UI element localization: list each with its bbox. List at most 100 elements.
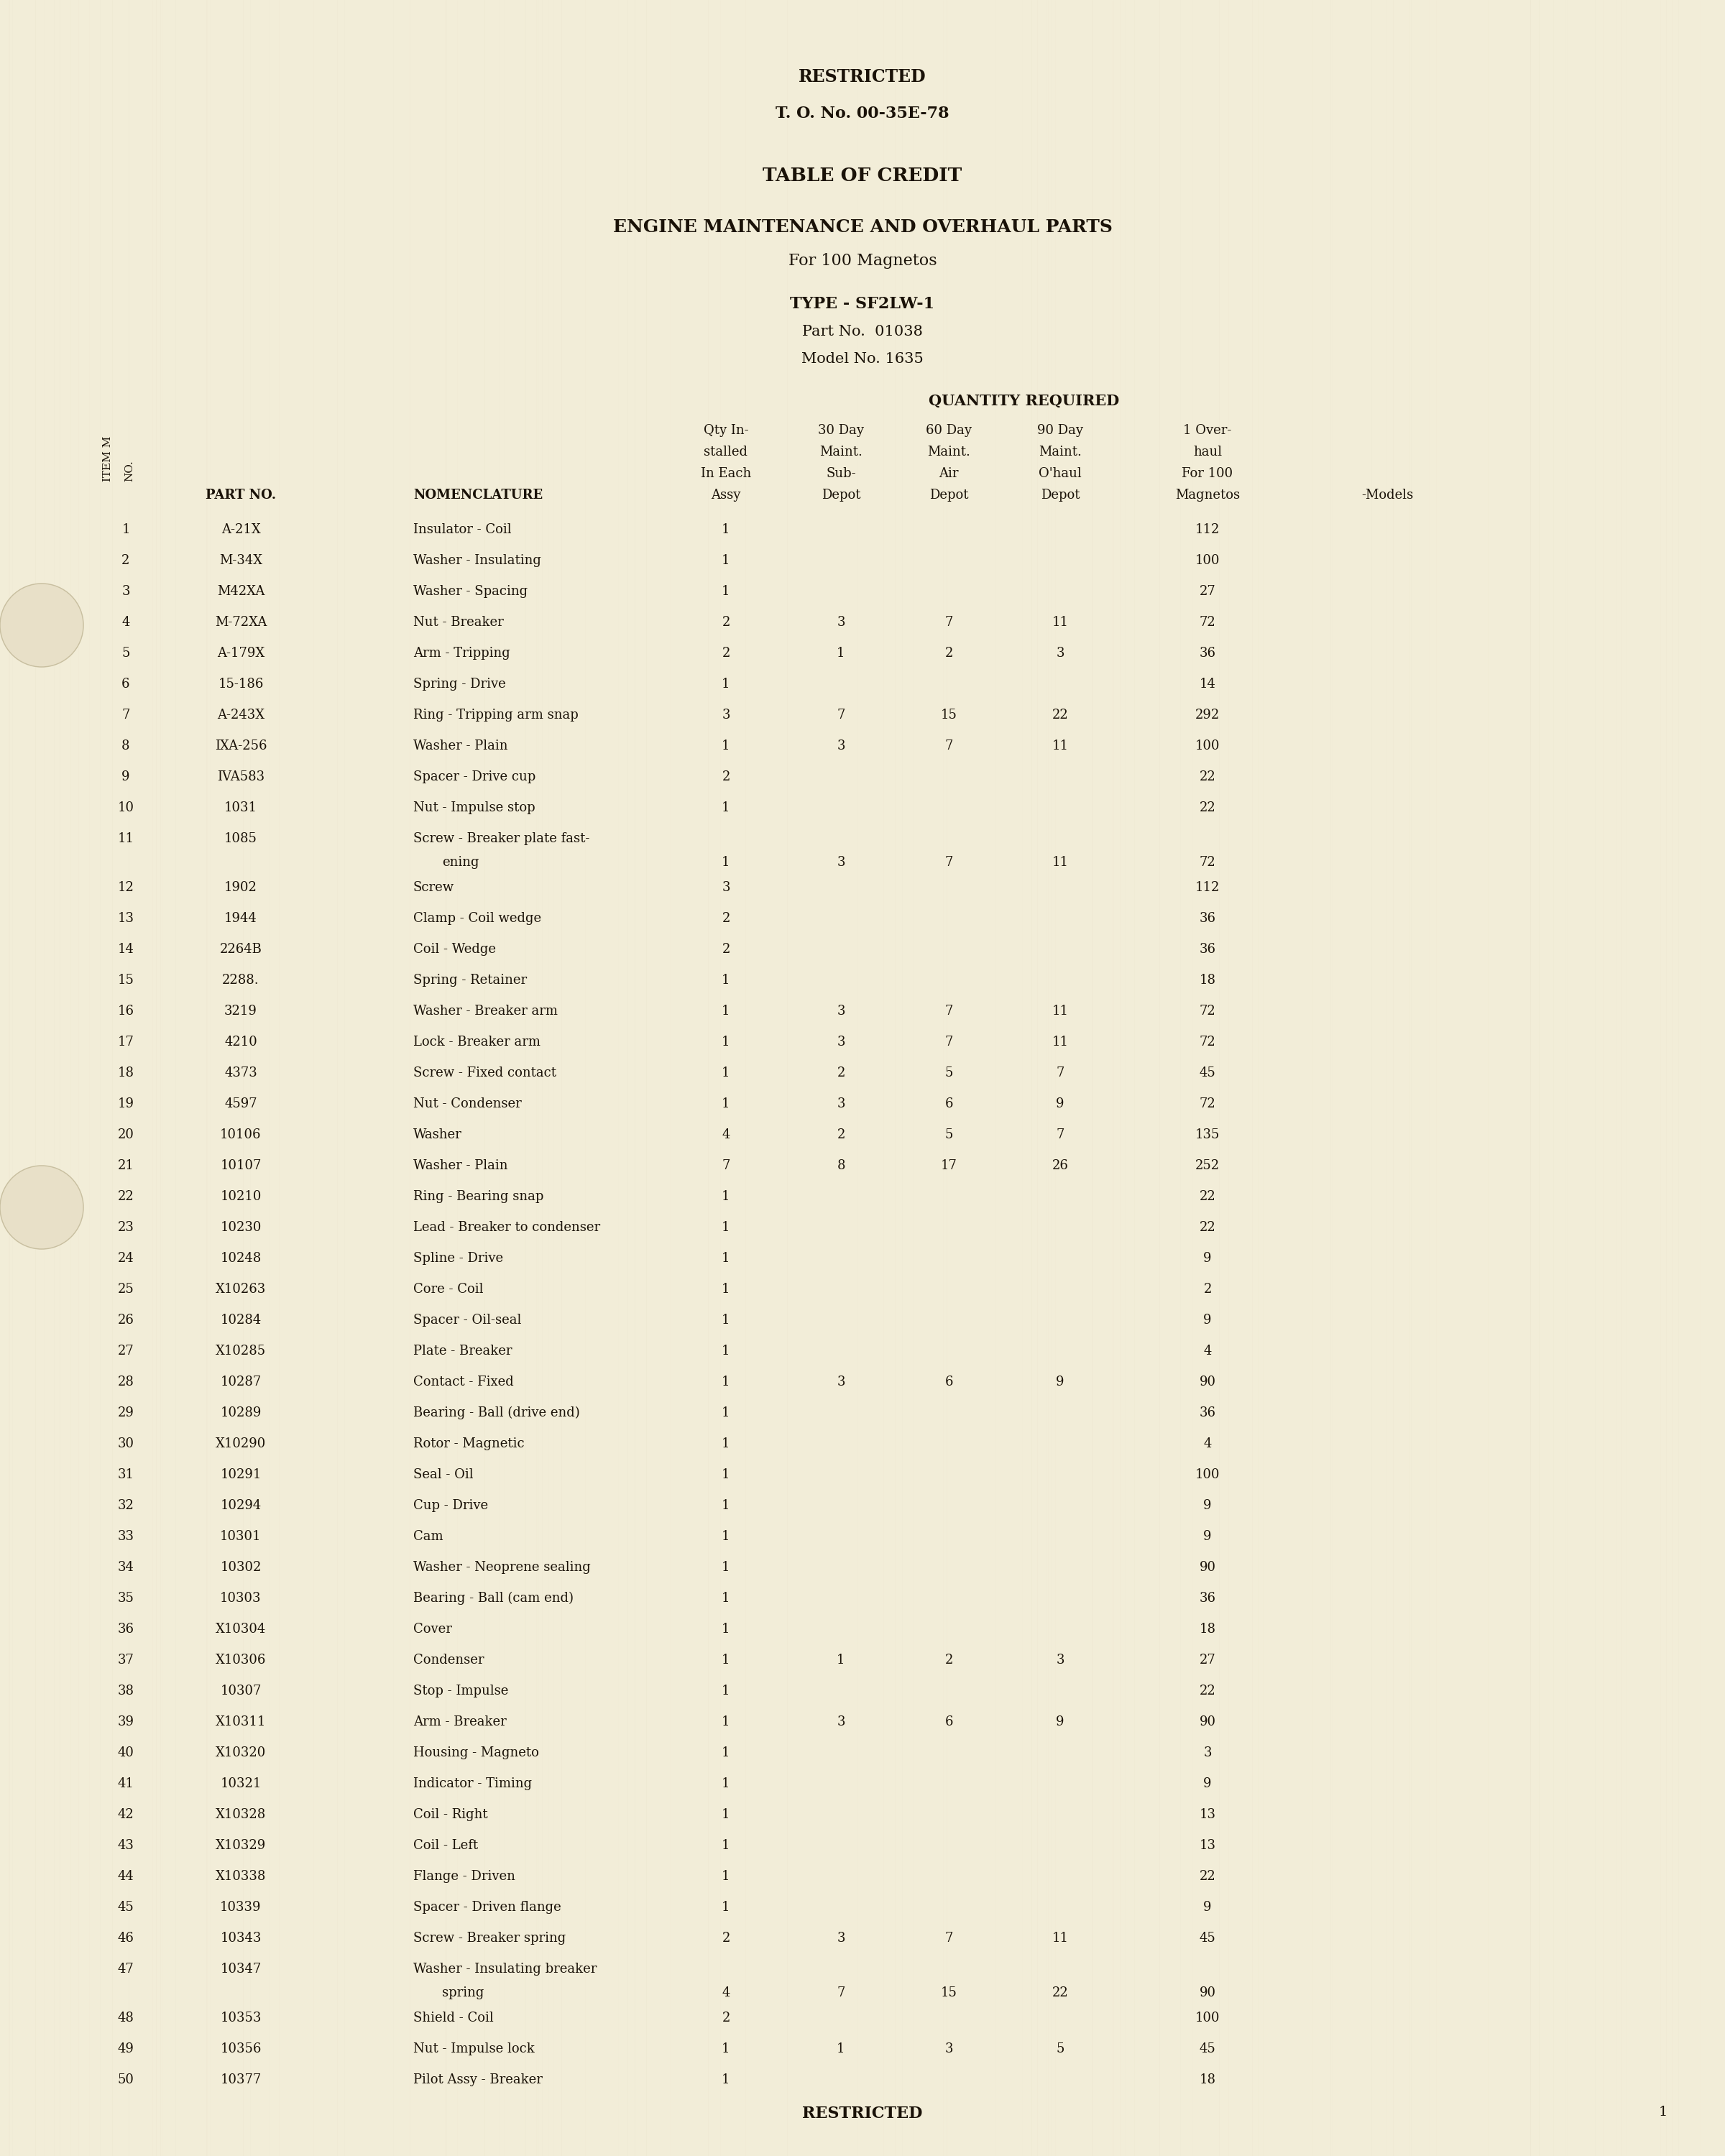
Text: 2: 2 [721, 647, 730, 660]
Text: 100: 100 [1195, 2012, 1220, 2024]
Text: 7: 7 [721, 1160, 730, 1173]
Text: 41: 41 [117, 1777, 135, 1789]
Text: X10304: X10304 [216, 1623, 266, 1636]
Text: 10106: 10106 [221, 1128, 262, 1141]
Text: 39: 39 [117, 1716, 135, 1729]
Text: 10339: 10339 [221, 1902, 262, 1915]
Text: 1: 1 [721, 1313, 730, 1326]
Text: 7: 7 [945, 856, 952, 869]
Text: 36: 36 [1199, 912, 1216, 925]
Text: 90 Day: 90 Day [1037, 425, 1083, 438]
Text: 1: 1 [721, 584, 730, 597]
Text: Depot: Depot [821, 489, 861, 502]
Text: 3: 3 [1056, 647, 1064, 660]
Text: 3: 3 [837, 1716, 845, 1729]
Text: 100: 100 [1195, 554, 1220, 567]
Text: NO.: NO. [124, 459, 135, 481]
Text: Insulator - Coil: Insulator - Coil [414, 524, 512, 537]
Text: X10290: X10290 [216, 1438, 266, 1451]
Text: 1: 1 [721, 524, 730, 537]
Text: 7: 7 [837, 1986, 845, 1999]
Text: Magnetos: Magnetos [1175, 489, 1240, 502]
Text: 9: 9 [1056, 1097, 1064, 1110]
Text: 1: 1 [721, 1376, 730, 1388]
Text: 1: 1 [721, 1345, 730, 1358]
Text: 4: 4 [721, 1128, 730, 1141]
Text: Washer - Neoprene sealing: Washer - Neoprene sealing [414, 1561, 590, 1574]
Text: 22: 22 [1199, 1190, 1216, 1203]
Text: Lead - Breaker to condenser: Lead - Breaker to condenser [414, 1220, 600, 1233]
Text: 1: 1 [721, 554, 730, 567]
Text: Washer - Spacing: Washer - Spacing [414, 584, 528, 597]
Text: 11: 11 [1052, 1035, 1068, 1048]
Text: Bearing - Ball (drive end): Bearing - Ball (drive end) [414, 1406, 580, 1419]
Text: Maint.: Maint. [928, 446, 969, 459]
Text: 44: 44 [117, 1869, 135, 1882]
Text: Maint.: Maint. [1038, 446, 1082, 459]
Text: 1: 1 [721, 1220, 730, 1233]
Text: Cam: Cam [414, 1531, 443, 1544]
Text: A-21X: A-21X [221, 524, 260, 537]
Text: 26: 26 [1052, 1160, 1068, 1173]
Text: 1902: 1902 [224, 882, 257, 895]
Text: 10321: 10321 [221, 1777, 262, 1789]
Text: 1: 1 [721, 1035, 730, 1048]
Text: 6: 6 [945, 1716, 952, 1729]
Text: 30: 30 [117, 1438, 135, 1451]
Text: 2: 2 [721, 912, 730, 925]
Text: M42XA: M42XA [217, 584, 264, 597]
Text: 9: 9 [1204, 1902, 1211, 1915]
Text: 36: 36 [1199, 647, 1216, 660]
Text: 3: 3 [837, 617, 845, 630]
Text: 112: 112 [1195, 524, 1220, 537]
Text: 11: 11 [1052, 1932, 1068, 1945]
Text: 10307: 10307 [221, 1684, 262, 1697]
Text: 2264B: 2264B [219, 942, 262, 955]
Text: 2: 2 [945, 647, 952, 660]
Text: Spring - Drive: Spring - Drive [414, 677, 505, 690]
Text: 10287: 10287 [221, 1376, 262, 1388]
Text: 1: 1 [721, 1623, 730, 1636]
Text: Shield - Coil: Shield - Coil [414, 2012, 493, 2024]
Text: 6: 6 [945, 1097, 952, 1110]
Text: Contact - Fixed: Contact - Fixed [414, 1376, 514, 1388]
Text: 10107: 10107 [221, 1160, 262, 1173]
Text: 1944: 1944 [224, 912, 257, 925]
Text: -Models: -Models [1361, 489, 1413, 502]
Text: 1: 1 [721, 1869, 730, 1882]
Text: 11: 11 [1052, 1005, 1068, 1018]
Text: 292: 292 [1195, 709, 1220, 722]
Text: X10306: X10306 [216, 1654, 266, 1667]
Text: 9: 9 [1056, 1716, 1064, 1729]
Text: 22: 22 [1199, 802, 1216, 815]
Text: For 100: For 100 [1182, 468, 1233, 481]
Text: Housing - Magneto: Housing - Magneto [414, 1746, 538, 1759]
Text: 4: 4 [1204, 1438, 1211, 1451]
Text: PART NO.: PART NO. [205, 489, 276, 502]
Text: 1: 1 [721, 1561, 730, 1574]
Text: Cover: Cover [414, 1623, 452, 1636]
Text: IXA-256: IXA-256 [214, 740, 267, 752]
Text: Indicator - Timing: Indicator - Timing [414, 1777, 531, 1789]
Text: 11: 11 [1052, 617, 1068, 630]
Text: M-72XA: M-72XA [216, 617, 267, 630]
Text: 10289: 10289 [221, 1406, 262, 1419]
Text: 10210: 10210 [221, 1190, 262, 1203]
Text: 3: 3 [1056, 1654, 1064, 1667]
Text: In Each: In Each [700, 468, 750, 481]
Text: 11: 11 [1052, 740, 1068, 752]
Text: X10329: X10329 [216, 1839, 266, 1852]
Text: 15: 15 [940, 1986, 957, 1999]
Text: Flange - Driven: Flange - Driven [414, 1869, 516, 1882]
Text: 19: 19 [117, 1097, 135, 1110]
Text: 1: 1 [721, 1190, 730, 1203]
Text: haul: haul [1194, 446, 1221, 459]
Text: 24: 24 [117, 1253, 135, 1266]
Text: Rotor - Magnetic: Rotor - Magnetic [414, 1438, 524, 1451]
Text: 11: 11 [117, 832, 135, 845]
Text: 90: 90 [1199, 1986, 1216, 1999]
Text: 4373: 4373 [224, 1067, 257, 1080]
Text: 1: 1 [721, 1097, 730, 1110]
Text: 112: 112 [1195, 882, 1220, 895]
Text: 29: 29 [117, 1406, 135, 1419]
